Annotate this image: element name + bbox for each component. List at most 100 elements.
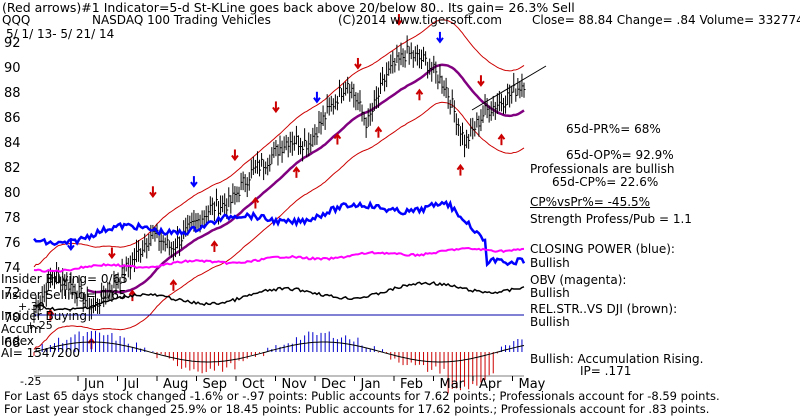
- closing-power: [33, 199, 526, 268]
- buy-arrow-icon: [415, 88, 424, 101]
- pr-stat: 65d-PR%= 68%: [566, 122, 661, 136]
- copyright: (C)2014 www.tigersoft.com: [338, 13, 502, 27]
- x-tick-label: Jul: [123, 377, 140, 392]
- fund-name: NASDAQ 100 Trading Vehicles: [92, 13, 271, 27]
- insider-buying-count: Insider Buying= 0/65: [1, 272, 128, 286]
- x-tick-label: Jan: [360, 377, 381, 392]
- y-tick-label: 76: [4, 236, 21, 251]
- insider-selling-count: Insider Selling= 0/65: [1, 288, 127, 302]
- sell-arrow-icon: [395, 14, 403, 26]
- buy-arrow-icon: [169, 279, 178, 291]
- accumulation-histogram: [33, 331, 525, 394]
- arrow-head: [333, 132, 342, 140]
- sell-arrow-icon: [190, 176, 198, 188]
- index-label: Index: [1, 334, 35, 348]
- signal-description: (Red arrows)#1 Indicator=5-d St-KLine go…: [2, 0, 575, 15]
- x-tick-label: May: [519, 377, 546, 392]
- bollinger-bands: [33, 19, 525, 350]
- relstr-value: Bullish: [530, 315, 570, 329]
- arrow-head: [415, 88, 424, 95]
- buy-arrow-icon: [292, 166, 301, 178]
- arrow-head: [149, 191, 157, 198]
- y-tick-label: 74: [4, 261, 21, 276]
- accumulation-label: Bullish: Accumulation Rising.: [530, 352, 704, 366]
- obv-label: OBV (magenta):: [530, 273, 627, 287]
- sell-arrow-icon: [477, 75, 485, 87]
- minus25-label: -.25: [20, 375, 42, 388]
- buy-arrow-icon: [210, 240, 219, 252]
- y-tick-label: 90: [4, 61, 21, 76]
- sell-arrow-icon: [231, 149, 239, 162]
- buy-arrow-icon: [456, 163, 465, 176]
- y-tick-label: 72: [4, 286, 21, 301]
- lower-band: [33, 101, 525, 350]
- obv-line: [33, 246, 525, 273]
- y-tick-label: 80: [4, 186, 21, 201]
- buy-arrow-icon: [497, 133, 506, 146]
- arrow-head: [231, 154, 239, 162]
- x-tick-label: Mar: [440, 377, 465, 392]
- arrow-head: [251, 196, 260, 204]
- accum-label: Accum: [1, 322, 42, 336]
- y-tick-label: 88: [4, 86, 21, 101]
- quote-info: Close= 88.84 Change= .84 Volume= 332774: [532, 13, 800, 27]
- arrow-head: [272, 106, 280, 114]
- y-axis-labels: 92 90 88 86 84 82 80 78 76 74 72 70 68: [4, 36, 21, 351]
- x-tick-label: Aug: [163, 377, 188, 392]
- arrow-head: [169, 279, 178, 286]
- professionals-status: Professionals are bullish: [530, 162, 675, 176]
- plus25-label: +.25: [26, 319, 53, 332]
- y-tick-label: 70: [4, 311, 21, 326]
- obv: [33, 246, 525, 273]
- sell-arrow-icon: [313, 91, 321, 104]
- plus30-label: +.30: [18, 300, 45, 313]
- arrow-head: [374, 126, 383, 133]
- sell-arrow-icon: [149, 186, 157, 198]
- x-axis-labels: Jun Jul Aug Sep Oct Nov Dec Jan Feb Mar Apr May: [34, 375, 546, 392]
- arrow-head: [210, 240, 219, 247]
- y-tick-label: 78: [4, 211, 21, 226]
- arrow-head: [477, 80, 485, 87]
- arrow-head: [456, 163, 465, 171]
- footer-line-65days: For Last 65 days stock changed -1.6% or …: [4, 389, 720, 403]
- sell-arrow-icon: [354, 57, 362, 70]
- x-tick-label: Sep: [203, 377, 228, 392]
- arrow-head: [292, 166, 301, 173]
- relstr-label: REL.STR..VS DJI (brown):: [530, 302, 678, 316]
- buy-arrow-icon: [333, 132, 342, 145]
- signal-arrows: [46, 14, 506, 350]
- relative-strength-line: [33, 281, 525, 316]
- price-bars: [33, 35, 547, 323]
- trend-line: [471, 65, 547, 111]
- closing-power-line: [33, 199, 526, 268]
- y-tick-label: 84: [4, 136, 21, 151]
- buy-arrow-icon: [46, 308, 55, 321]
- obv-value: Bullish: [530, 286, 570, 300]
- arrow-head: [67, 244, 75, 252]
- x-tick-label: Apr: [479, 377, 502, 392]
- cp-stat: 65d-CP%= 22.6%: [552, 175, 659, 189]
- op-stat: 65d-OP%= 92.9%: [566, 148, 674, 162]
- arrow-head: [436, 37, 444, 44]
- x-tick-label: Dec: [321, 377, 346, 392]
- sell-arrow-icon: [272, 101, 280, 114]
- ticker-label: QQQ: [2, 13, 31, 27]
- sell-arrow-icon: [436, 31, 444, 44]
- ip-value: IP= .171: [580, 364, 632, 378]
- ai-value: AI= 1547200: [1, 346, 81, 360]
- arrow-head: [313, 97, 321, 104]
- arrow-head: [395, 19, 403, 26]
- x-tick-label: Jun: [83, 377, 104, 392]
- x-tick-label: Oct: [242, 377, 264, 392]
- arrow-head: [108, 252, 116, 260]
- y-tick-label: 82: [4, 161, 21, 176]
- arrow-head: [190, 181, 198, 188]
- relative-strength: [33, 281, 525, 312]
- y-tick-label: 68: [4, 336, 21, 351]
- y-tick-label: 86: [4, 111, 21, 126]
- arrow-head: [46, 308, 55, 316]
- buy-arrow-icon: [251, 196, 260, 209]
- accum-moving-average: [33, 341, 525, 363]
- closing-power-label: CLOSING POWER (blue):: [530, 242, 675, 256]
- upper-band: [33, 19, 525, 268]
